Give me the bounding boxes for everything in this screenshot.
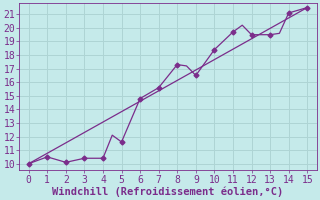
X-axis label: Windchill (Refroidissement éolien,°C): Windchill (Refroidissement éolien,°C) <box>52 186 284 197</box>
